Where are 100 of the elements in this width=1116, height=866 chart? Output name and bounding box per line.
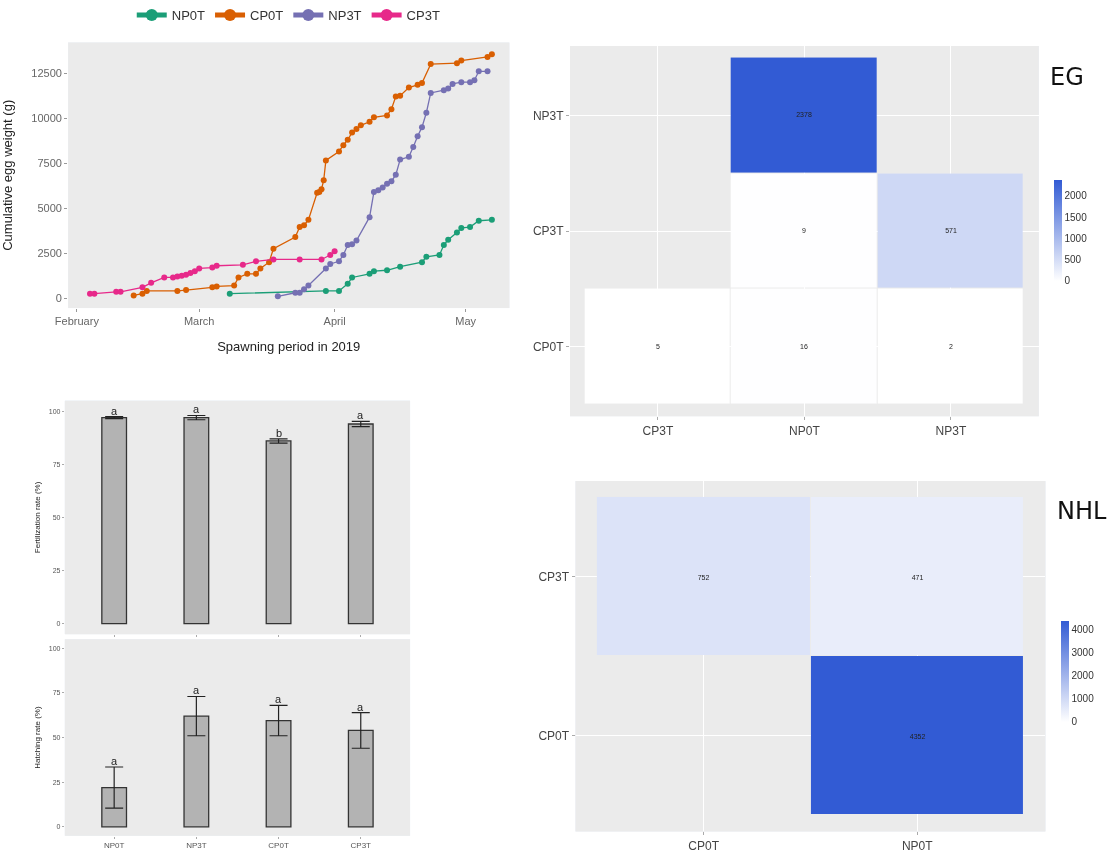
point	[423, 253, 430, 260]
y-tick-label: CP3T	[532, 224, 565, 239]
point	[418, 124, 425, 131]
point	[366, 214, 373, 221]
point	[117, 288, 124, 295]
point	[445, 85, 452, 92]
x-tick-label: CP3T	[642, 423, 674, 438]
point	[349, 274, 356, 281]
point	[418, 259, 425, 266]
x-tick-label: NP3T	[186, 841, 207, 851]
point	[366, 118, 373, 125]
point	[410, 143, 417, 150]
point	[353, 237, 360, 244]
x-tick-label: April	[323, 315, 346, 328]
point	[453, 229, 460, 236]
bar	[347, 729, 374, 828]
color-bar-label: 0	[1071, 716, 1078, 728]
text: EG	[1050, 63, 1084, 91]
annotation: a	[357, 409, 364, 421]
point	[458, 57, 465, 64]
point	[305, 282, 312, 289]
point	[405, 84, 412, 91]
point	[397, 263, 404, 270]
point	[436, 251, 443, 258]
x-tick-label: NP0T	[789, 423, 821, 438]
annotation: a	[357, 701, 364, 713]
point	[301, 222, 308, 229]
point	[388, 106, 395, 113]
x-tick-label: CP3T	[350, 841, 372, 851]
y-tick-label: 7500	[37, 156, 62, 169]
color-bar-label: 0	[1064, 275, 1071, 287]
bar	[101, 786, 128, 828]
point	[388, 178, 395, 185]
point	[414, 133, 421, 140]
color-bar-label: 2000	[1071, 669, 1095, 681]
point	[235, 274, 242, 281]
x-tick-label: February	[54, 315, 100, 328]
y-tick-label: 12500	[31, 66, 62, 79]
point	[301, 286, 308, 293]
point	[213, 262, 220, 269]
point	[458, 224, 465, 231]
point	[183, 287, 190, 294]
color-bar-label: 500	[1064, 253, 1082, 265]
y-axis-title: Fertilization rate (%)	[33, 481, 43, 554]
point	[349, 129, 356, 136]
point	[270, 245, 277, 252]
point	[270, 256, 277, 263]
point	[292, 233, 299, 240]
y-tick-label: CP3T	[538, 569, 570, 584]
color-bar-label: 4000	[1071, 623, 1095, 635]
point	[327, 260, 334, 267]
point	[327, 251, 334, 258]
y-axis-title: Cumulative egg weight (g)	[0, 99, 16, 251]
point	[427, 61, 434, 68]
point	[148, 279, 155, 286]
point	[349, 241, 356, 248]
point	[488, 216, 495, 223]
point	[296, 289, 303, 296]
point	[340, 251, 347, 258]
point	[252, 258, 259, 265]
point	[344, 136, 351, 143]
point	[370, 268, 377, 275]
point	[370, 114, 377, 121]
point	[475, 68, 482, 75]
point	[488, 51, 495, 58]
point	[397, 156, 404, 163]
point	[379, 184, 386, 191]
point	[475, 217, 482, 224]
y-tick-label: 2500	[37, 247, 62, 260]
annotation: a	[111, 405, 118, 417]
legend-label: CP3T	[406, 8, 440, 24]
point	[239, 261, 246, 268]
point	[196, 265, 203, 272]
point	[252, 270, 259, 277]
point	[340, 142, 347, 149]
y-tick-label: 0	[55, 292, 62, 305]
point	[139, 290, 146, 297]
point	[191, 268, 198, 275]
bar	[183, 715, 210, 828]
point	[335, 258, 342, 265]
point	[231, 282, 238, 289]
point	[384, 180, 391, 187]
x-tick-label: March	[183, 315, 215, 328]
point	[209, 264, 216, 271]
point	[209, 284, 216, 291]
color-bar-label: 1000	[1071, 693, 1095, 705]
x-tick-label: CP0T	[688, 838, 720, 853]
point	[366, 270, 373, 277]
point	[274, 293, 281, 300]
point	[130, 292, 137, 299]
point	[213, 283, 220, 290]
point	[353, 125, 360, 132]
annotation: a	[111, 755, 118, 767]
y-axis-title: Hatching rate (%)	[33, 706, 43, 769]
point	[322, 265, 329, 272]
color-bar-label: 1000	[1064, 232, 1088, 244]
point	[257, 265, 264, 272]
point	[392, 171, 399, 178]
annotation: a	[193, 684, 200, 696]
point	[458, 79, 465, 86]
